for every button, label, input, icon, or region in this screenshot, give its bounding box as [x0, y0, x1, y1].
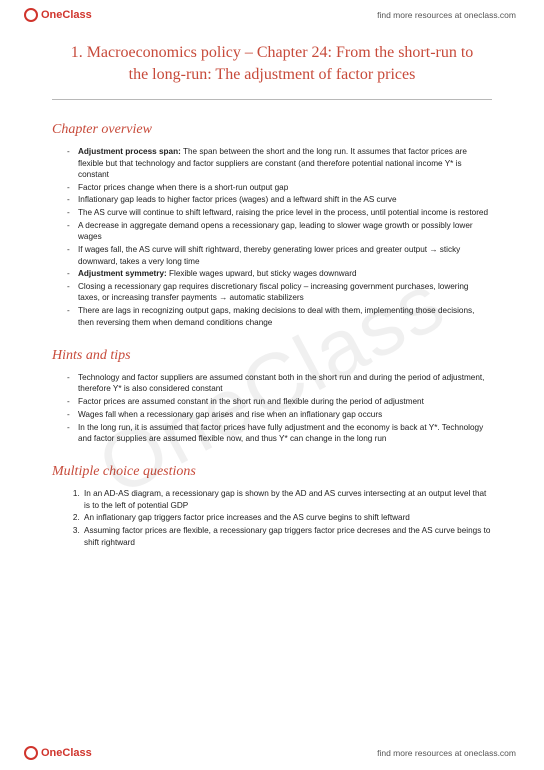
item-text: Flexible wages upward, but sticky wages …: [167, 269, 357, 278]
list-item: In an AD-AS diagram, a recessionary gap …: [82, 488, 492, 511]
mcq-list: In an AD-AS diagram, a recessionary gap …: [52, 488, 492, 548]
item-text: There are lags in recognizing output gap…: [78, 306, 474, 326]
brand-name-footer: OneClass: [41, 747, 92, 759]
title-rule: [52, 99, 492, 100]
item-text: A decrease in aggregate demand opens a r…: [78, 221, 473, 241]
list-item: Factor prices change when there is a sho…: [78, 182, 492, 193]
brand-logo: OneClass: [24, 8, 92, 22]
document-body: 1. Macroeconomics policy – Chapter 24: F…: [0, 26, 544, 548]
list-item: Adjustment symmetry: Flexible wages upwa…: [78, 268, 492, 279]
list-item: In the long run, it is assumed that fact…: [78, 422, 492, 445]
list-item: Inflationary gap leads to higher factor …: [78, 194, 492, 205]
item-text: The AS curve will continue to shift left…: [78, 208, 488, 217]
brand-name: OneClass: [41, 9, 92, 21]
page-header: OneClass find more resources at oneclass…: [0, 0, 544, 26]
header-tagline: find more resources at oneclass.com: [377, 10, 516, 20]
bold-term: Adjustment process span:: [78, 147, 181, 156]
overview-list: Adjustment process span: The span betwee…: [52, 146, 492, 328]
list-item: If wages fall, the AS curve will shift r…: [78, 244, 492, 267]
logo-circle-icon: [24, 8, 38, 22]
item-text: Factor prices change when there is a sho…: [78, 183, 288, 192]
item-text: If wages fall, the AS curve will shift r…: [78, 245, 460, 265]
list-item: Assuming factor prices are flexible, a r…: [82, 525, 492, 548]
list-item: Adjustment process span: The span betwee…: [78, 146, 492, 180]
logo-circle-icon: [24, 746, 38, 760]
overview-heading: Chapter overview: [52, 122, 492, 138]
list-item: There are lags in recognizing output gap…: [78, 305, 492, 328]
list-item: The AS curve will continue to shift left…: [78, 207, 492, 218]
item-text: Closing a recessionary gap requires disc…: [78, 282, 468, 302]
item-text: Inflationary gap leads to higher factor …: [78, 195, 397, 204]
list-item: Factor prices are assumed constant in th…: [78, 396, 492, 407]
bold-term: Adjustment symmetry:: [78, 269, 167, 278]
page-footer: OneClass find more resources at oneclass…: [0, 742, 544, 764]
list-item: Technology and factor suppliers are assu…: [78, 372, 492, 395]
list-item: Closing a recessionary gap requires disc…: [78, 281, 492, 304]
hints-list: Technology and factor suppliers are assu…: [52, 372, 492, 444]
footer-tagline: find more resources at oneclass.com: [377, 748, 516, 758]
hints-heading: Hints and tips: [52, 348, 492, 364]
list-item: Wages fall when a recessionary gap arise…: [78, 409, 492, 420]
list-item: A decrease in aggregate demand opens a r…: [78, 220, 492, 243]
document-title: 1. Macroeconomics policy – Chapter 24: F…: [52, 42, 492, 99]
mcq-heading: Multiple choice questions: [52, 464, 492, 480]
brand-logo-footer: OneClass: [24, 746, 92, 760]
list-item: An inflationary gap triggers factor pric…: [82, 512, 492, 523]
